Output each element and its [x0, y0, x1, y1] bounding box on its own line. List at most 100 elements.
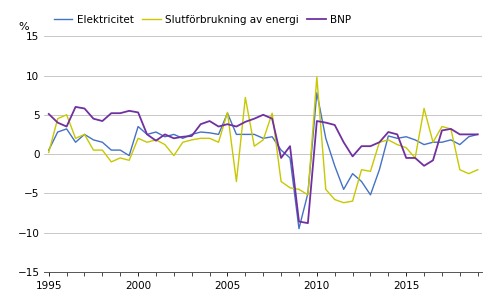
BNP — [46, 112, 52, 116]
Slutförbrukning av energi — [430, 140, 436, 144]
Elektricitet — [278, 148, 284, 152]
BNP — [430, 159, 436, 162]
BNP — [314, 119, 320, 123]
Elektricitet — [198, 130, 204, 134]
BNP — [189, 134, 195, 138]
BNP — [108, 111, 114, 115]
Slutförbrukning av energi — [296, 188, 302, 191]
BNP — [260, 113, 266, 117]
BNP — [296, 220, 302, 223]
Slutförbrukning av energi — [269, 111, 275, 115]
Elektricitet — [421, 143, 427, 146]
Elektricitet — [99, 140, 105, 144]
Elektricitet — [180, 137, 186, 140]
BNP — [171, 137, 177, 140]
Elektricitet — [439, 140, 445, 144]
Slutförbrukning av energi — [412, 156, 418, 160]
Slutförbrukning av energi — [153, 138, 159, 142]
Elektricitet — [117, 148, 123, 152]
Elektricitet — [243, 133, 248, 136]
Slutförbrukning av energi — [144, 140, 150, 144]
Elektricitet — [412, 138, 418, 142]
Slutförbrukning av energi — [314, 75, 320, 79]
BNP — [412, 156, 418, 160]
BNP — [63, 125, 69, 128]
Slutförbrukning av energi — [46, 151, 52, 154]
BNP — [305, 221, 311, 225]
BNP — [243, 120, 248, 124]
Elektricitet — [385, 134, 391, 138]
Elektricitet — [368, 193, 373, 197]
BNP — [82, 107, 88, 110]
Slutförbrukning av energi — [99, 148, 105, 152]
Slutförbrukning av energi — [117, 156, 123, 160]
Slutförbrukning av energi — [215, 140, 221, 144]
Slutförbrukning av energi — [305, 193, 311, 197]
Slutförbrukning av energi — [171, 154, 177, 157]
BNP — [475, 133, 481, 136]
BNP — [439, 129, 445, 132]
Elektricitet — [82, 133, 88, 136]
Elektricitet — [376, 168, 382, 172]
Elektricitet — [332, 164, 338, 168]
Elektricitet — [215, 133, 221, 136]
Elektricitet — [63, 127, 69, 131]
Elektricitet — [46, 148, 52, 152]
Slutförbrukning av energi — [359, 168, 365, 172]
Line: Slutförbrukning av energi: Slutförbrukning av energi — [49, 77, 478, 203]
Elektricitet — [305, 191, 311, 195]
Elektricitet — [314, 91, 320, 95]
BNP — [153, 139, 159, 143]
BNP — [162, 133, 168, 136]
BNP — [278, 156, 284, 160]
BNP — [376, 140, 382, 144]
Elektricitet — [296, 227, 302, 230]
Elektricitet — [350, 172, 356, 175]
Slutförbrukning av energi — [287, 186, 293, 190]
Slutförbrukning av energi — [350, 199, 356, 203]
BNP — [215, 125, 221, 128]
BNP — [91, 117, 96, 120]
Elektricitet — [108, 148, 114, 152]
Slutförbrukning av energi — [82, 133, 88, 136]
Slutförbrukning av energi — [73, 137, 79, 140]
BNP — [73, 105, 79, 109]
Slutförbrukning av energi — [448, 127, 454, 131]
BNP — [269, 117, 275, 120]
BNP — [340, 140, 346, 144]
Elektricitet — [475, 133, 481, 136]
BNP — [323, 121, 329, 124]
Slutförbrukning av energi — [376, 140, 382, 144]
Slutförbrukning av energi — [189, 138, 195, 142]
Slutförbrukning av energi — [234, 180, 240, 183]
Elektricitet — [73, 140, 79, 144]
Slutförbrukning av energi — [323, 188, 329, 191]
BNP — [368, 144, 373, 148]
Slutförbrukning av energi — [368, 169, 373, 173]
Elektricitet — [457, 143, 463, 146]
Elektricitet — [359, 180, 365, 183]
BNP — [403, 156, 409, 160]
Slutförbrukning av energi — [91, 148, 96, 152]
Elektricitet — [126, 154, 132, 157]
Elektricitet — [144, 133, 150, 136]
BNP — [394, 133, 400, 136]
Elektricitet — [260, 137, 266, 140]
Elektricitet — [323, 137, 329, 140]
BNP — [135, 111, 141, 114]
Elektricitet — [171, 133, 177, 136]
Elektricitet — [287, 156, 293, 160]
Elektricitet — [55, 130, 61, 134]
Elektricitet — [224, 111, 230, 115]
Slutförbrukning av energi — [108, 160, 114, 164]
BNP — [207, 119, 213, 123]
Elektricitet — [207, 131, 213, 135]
Elektricitet — [394, 137, 400, 140]
BNP — [126, 109, 132, 113]
Slutförbrukning av energi — [260, 138, 266, 142]
Elektricitet — [234, 133, 240, 136]
Slutförbrukning av energi — [198, 137, 204, 140]
Slutförbrukning av energi — [180, 140, 186, 144]
Line: Elektricitet: Elektricitet — [49, 93, 478, 229]
BNP — [421, 164, 427, 168]
